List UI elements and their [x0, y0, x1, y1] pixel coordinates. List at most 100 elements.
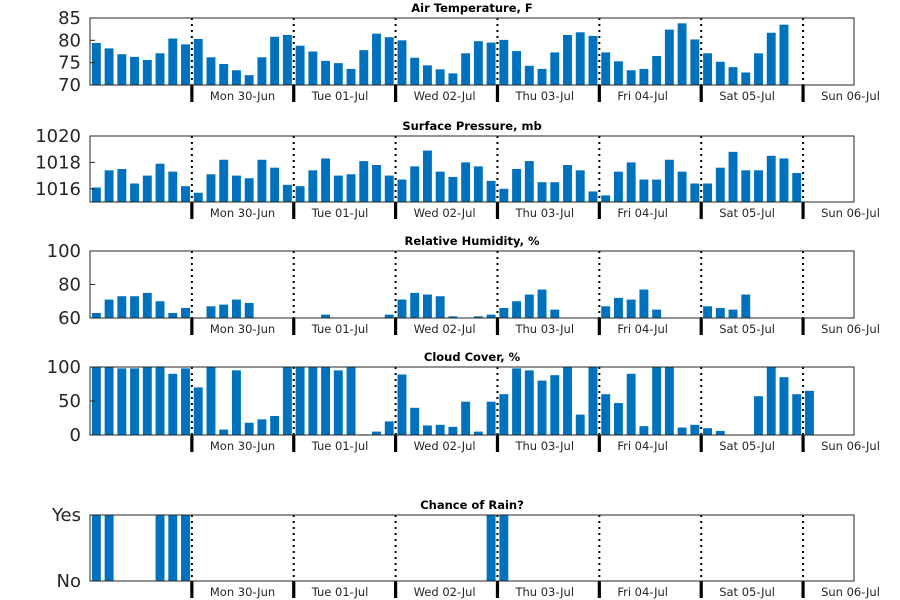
bar	[524, 65, 534, 85]
y-tick-label: 80	[58, 30, 81, 51]
x-tick-label: Sun 06-Jul	[821, 322, 880, 336]
bar	[142, 175, 152, 202]
panel-title: Relative Humidity, %	[404, 234, 539, 248]
bar	[588, 367, 598, 435]
bar	[715, 430, 725, 435]
bar	[219, 159, 229, 202]
x-tick-label: Tue 01-Jul	[311, 585, 369, 599]
bar	[282, 367, 292, 435]
x-tick-label: Wed 02-Jul	[414, 206, 476, 220]
x-tick-label: Sat 05-Jul	[719, 89, 775, 103]
bar	[422, 65, 432, 85]
bar	[117, 54, 127, 85]
bar	[563, 34, 572, 85]
bar	[601, 394, 611, 435]
bar	[639, 426, 649, 435]
bar	[613, 171, 623, 202]
bar	[537, 68, 547, 85]
bar	[359, 161, 369, 202]
panel-4: Chance of Rain? Mon 30-Jun Tue 01-Jul Wed 0…	[51, 498, 880, 599]
bar	[91, 515, 101, 581]
bar	[652, 179, 662, 202]
bar	[728, 309, 738, 318]
bar	[104, 515, 114, 581]
bar	[257, 159, 267, 202]
bar	[372, 33, 381, 85]
bar	[626, 70, 636, 85]
panel-title: Cloud Cover, %	[424, 350, 521, 364]
bar	[779, 158, 789, 202]
axes-frame	[89, 250, 855, 319]
bar	[703, 53, 713, 85]
bar	[601, 52, 611, 85]
bar	[652, 55, 662, 85]
bar	[181, 368, 190, 435]
bar	[715, 307, 725, 318]
bar	[181, 515, 190, 581]
bar	[372, 431, 381, 435]
bar	[397, 374, 407, 435]
x-tick-label: Fri 04-Jul	[617, 206, 668, 220]
bar	[142, 59, 152, 85]
bar	[231, 370, 241, 435]
x-tick-label: Sun 06-Jul	[821, 89, 880, 103]
axes-frame	[89, 514, 855, 582]
bar	[664, 29, 674, 85]
bar	[448, 73, 458, 85]
x-tick-label: Mon 30-Jun	[210, 439, 275, 453]
bar	[397, 179, 407, 202]
bar	[168, 515, 178, 581]
x-tick-label: Mon 30-Jun	[210, 322, 275, 336]
bar	[639, 68, 649, 85]
bar	[754, 53, 763, 85]
y-tick-label: 0	[70, 425, 81, 446]
bar	[499, 307, 509, 318]
bar	[117, 296, 127, 318]
panel-title: Surface Pressure, mb	[402, 119, 541, 133]
x-tick-label: Wed 02-Jul	[414, 439, 476, 453]
bar	[461, 162, 471, 202]
panel-title: Chance of Rain?	[420, 498, 524, 512]
panel-2: Relative Humidity, % Mon 30-Jun Tue 01-Jul…	[47, 234, 880, 336]
bar	[410, 292, 420, 318]
bar	[690, 39, 700, 85]
x-tick-label: Fri 04-Jul	[617, 585, 668, 599]
y-tick-label: 100	[47, 241, 81, 262]
bar	[321, 314, 331, 318]
x-tick-label: Tue 01-Jul	[311, 206, 369, 220]
bar	[257, 57, 267, 85]
bar	[435, 424, 445, 435]
y-tick-label: 1016	[35, 179, 81, 200]
bar	[601, 306, 611, 318]
panel-title: Air Temperature, F	[411, 1, 532, 15]
y-tick-label: 70	[58, 75, 81, 96]
bar	[397, 299, 407, 318]
bar	[626, 373, 636, 435]
y-tick-label: 60	[58, 308, 81, 329]
bar	[575, 32, 585, 85]
bar	[677, 427, 687, 435]
bar	[104, 48, 114, 85]
bar	[486, 42, 496, 85]
bar	[295, 45, 305, 85]
bar	[473, 431, 483, 435]
x-tick-label: Sat 05-Jul	[719, 322, 775, 336]
axes-frame	[89, 135, 855, 203]
x-tick-label: Sat 05-Jul	[719, 206, 775, 220]
bar	[219, 64, 229, 85]
bar	[155, 367, 165, 435]
bar	[499, 394, 509, 435]
bar	[346, 367, 356, 435]
bar	[206, 174, 216, 202]
bar	[435, 296, 445, 318]
bar	[308, 51, 318, 85]
bar	[193, 38, 203, 85]
x-tick-label: Mon 30-Jun	[210, 585, 275, 599]
bar	[435, 171, 445, 202]
x-tick-label: Wed 02-Jul	[414, 89, 476, 103]
bar	[193, 387, 203, 435]
bar	[130, 296, 140, 318]
bar	[206, 367, 216, 435]
bar	[588, 35, 598, 85]
